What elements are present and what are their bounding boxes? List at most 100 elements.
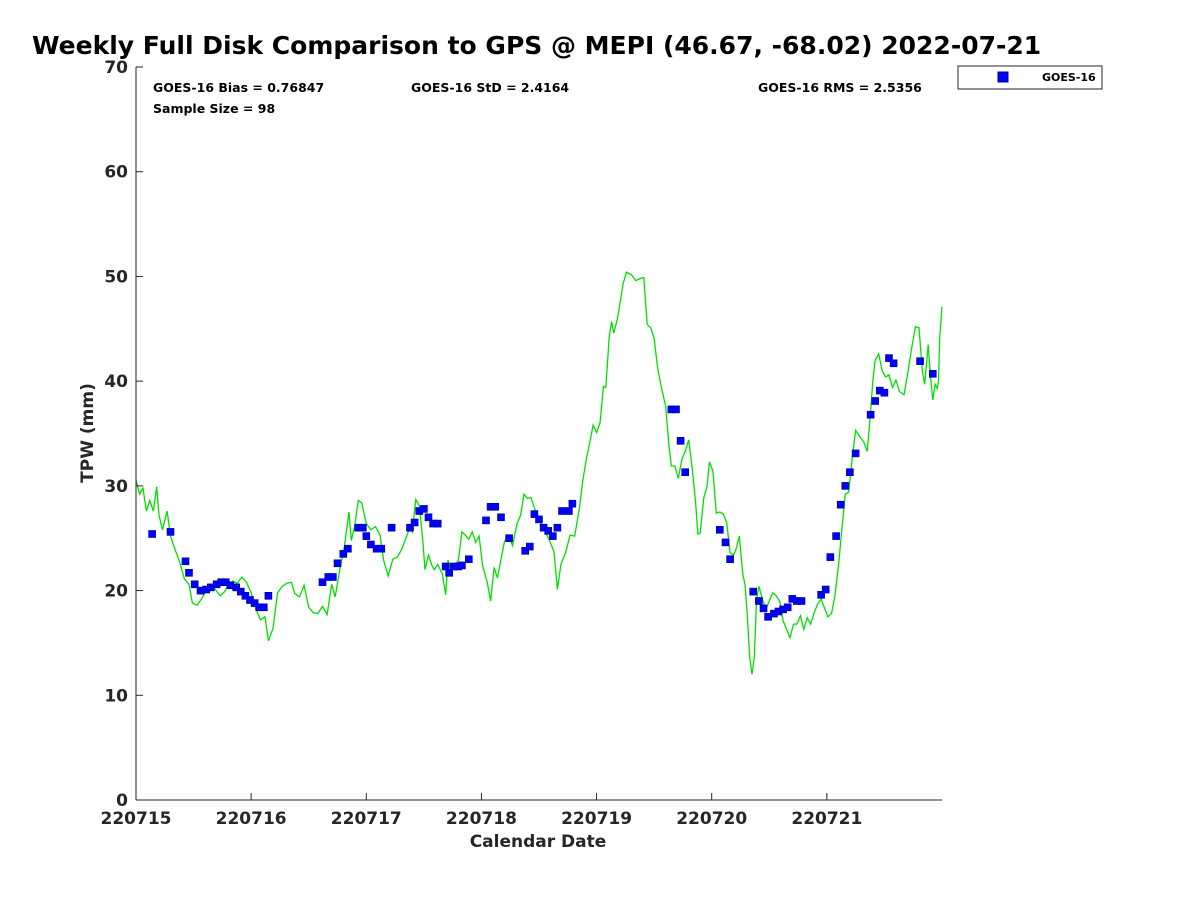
goes-16-point — [237, 587, 245, 596]
rms-stat: GOES-16 RMS = 2.5356 — [758, 80, 922, 95]
goes-16-point — [339, 550, 348, 558]
goes-16-point — [715, 525, 724, 534]
goes-16-point — [826, 553, 835, 561]
plot-area — [135, 67, 943, 800]
axes: 0 10 20 30 40 50 60 70 220715 220716 220717 220718… — [101, 58, 942, 829]
goes-16-point — [441, 562, 450, 571]
legend: GOES-16 — [957, 65, 1103, 90]
goes-16-point — [817, 590, 825, 599]
goes-16-point — [387, 523, 396, 532]
y-axis-label: TPW (mm) — [78, 383, 98, 483]
goes-16-point — [497, 513, 505, 522]
goes-16-point — [821, 585, 830, 594]
goes-16-point — [846, 468, 854, 477]
goes-16-point — [420, 505, 428, 513]
x-axis-label: Calendar Date — [470, 832, 607, 852]
stats-annotations: GOES-16 Bias = 0.76847 GOES-16 StD = 2.4… — [153, 80, 922, 116]
goes-16-point — [181, 557, 190, 566]
goes-16-point — [889, 359, 898, 368]
goes-16-point — [505, 534, 513, 543]
goes-16-point — [424, 513, 433, 522]
goes-16-point — [726, 555, 734, 564]
goes-16-point — [885, 354, 893, 362]
y-tick-label: 40 — [104, 372, 128, 392]
y-tick-label: 10 — [104, 686, 128, 706]
goes-16-point — [548, 532, 557, 540]
goes-16-point — [367, 540, 375, 549]
gps-series-line — [135, 271, 943, 675]
x-tick-label: 220717 — [331, 809, 402, 829]
goes-16-point — [406, 523, 414, 532]
goes-16-point — [783, 603, 792, 612]
goes-16-point — [565, 507, 573, 515]
sample-size-stat: Sample Size = 98 — [153, 101, 275, 116]
goes-16-point — [568, 499, 577, 508]
goes-16-point — [880, 388, 889, 397]
goes-16-point — [755, 597, 763, 605]
goes-16-point — [928, 369, 937, 378]
goes-16-point — [491, 502, 500, 511]
goes-16-point — [836, 500, 845, 509]
goes-16-point — [832, 532, 840, 540]
goes-16-point — [749, 587, 758, 596]
x-ticks: 220715 220716 220717 220718 220719 220720 2207… — [101, 793, 862, 829]
goes-16-point — [851, 449, 860, 458]
goes-16-point — [866, 410, 875, 419]
x-tick-label: 220721 — [791, 809, 862, 829]
legend-marker-goes-16 — [997, 71, 1009, 83]
goes-16-point — [535, 515, 543, 524]
goes-16-point — [553, 523, 562, 532]
goes-16-point — [759, 604, 768, 613]
goes-16-point — [681, 468, 690, 477]
goes-16-point — [445, 568, 454, 577]
goes-16-point — [362, 532, 371, 540]
x-tick-label: 220719 — [561, 809, 632, 829]
y-tick-label: 0 — [116, 791, 128, 811]
goes-16-point — [558, 507, 566, 515]
goes-16-point — [250, 599, 259, 607]
goes-16-point — [530, 510, 539, 518]
goes-points-layer — [148, 354, 937, 621]
goes-16-point — [333, 559, 342, 568]
x-tick-label: 220718 — [446, 809, 517, 829]
x-tick-label: 220720 — [676, 809, 747, 829]
goes-16-point — [329, 573, 337, 581]
chart-title: Weekly Full Disk Comparison to GPS @ MEP… — [32, 31, 1041, 60]
x-tick-label: 220715 — [101, 809, 172, 829]
goes-16-point — [525, 542, 534, 551]
goes-16-point — [259, 603, 268, 612]
goes-16-point — [232, 583, 240, 592]
goes-16-point — [410, 518, 419, 527]
goes-16-point — [797, 597, 806, 605]
goes-16-point — [871, 397, 880, 405]
goes-16-point — [185, 568, 193, 577]
goes-16-point — [166, 528, 175, 536]
bias-stat: GOES-16 Bias = 0.76847 — [153, 80, 324, 95]
goes-16-point — [190, 580, 199, 589]
goes-16-point — [521, 546, 530, 555]
gps-line-layer — [135, 271, 943, 675]
goes-16-point — [318, 578, 327, 587]
x-tick-label: 220716 — [216, 809, 287, 829]
goes-16-point — [721, 538, 730, 547]
goes-16-point — [148, 530, 156, 538]
y-tick-label: 70 — [104, 58, 128, 78]
plot-background — [136, 67, 942, 800]
legend-box — [957, 65, 1103, 90]
goes-16-point — [841, 482, 850, 490]
y-tick-label: 60 — [104, 163, 128, 183]
legend-label-goes-16: GOES-16 — [1042, 71, 1096, 84]
goes-16-point — [676, 436, 685, 445]
goes-16-point — [916, 357, 924, 366]
goes-16-point — [264, 591, 273, 600]
goes-16-point — [544, 527, 553, 535]
goes-16-point — [672, 405, 680, 414]
goes-16-point — [433, 519, 442, 528]
goes-16-point — [458, 561, 466, 570]
goes-16-point — [377, 544, 386, 553]
goes-16-point — [241, 591, 250, 600]
y-tick-label: 20 — [104, 582, 128, 602]
goes-16-point — [464, 555, 473, 564]
y-tick-label: 50 — [104, 267, 128, 287]
